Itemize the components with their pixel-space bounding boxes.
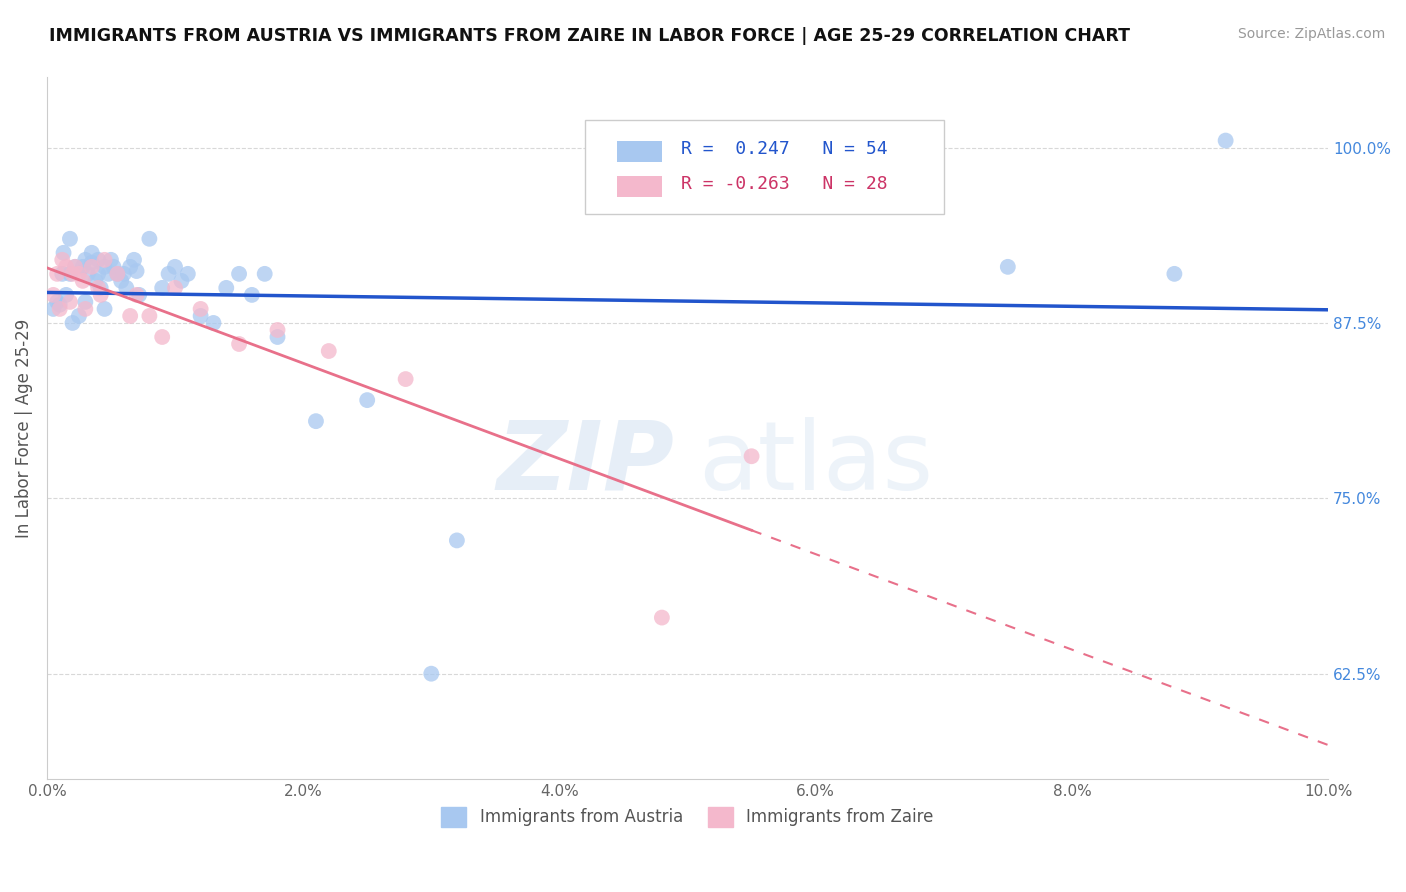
Point <box>115 281 138 295</box>
Point <box>87 267 110 281</box>
Point <box>93 252 115 267</box>
Point <box>103 260 125 274</box>
Point <box>138 232 160 246</box>
Point <box>100 252 122 267</box>
Point <box>266 323 288 337</box>
Point <box>163 260 186 274</box>
Text: R =  0.247   N = 54: R = 0.247 N = 54 <box>681 140 887 158</box>
Point <box>110 274 132 288</box>
Point <box>52 245 75 260</box>
Point <box>72 274 94 288</box>
Point <box>157 267 180 281</box>
Point <box>46 294 69 309</box>
Point <box>75 301 97 316</box>
Point <box>72 260 94 274</box>
Point <box>105 267 128 281</box>
Point <box>77 267 100 281</box>
Point <box>128 288 150 302</box>
Text: ZIP: ZIP <box>496 417 673 509</box>
Point <box>177 267 200 281</box>
Point <box>228 337 250 351</box>
Point <box>51 252 73 267</box>
Point <box>80 245 103 260</box>
Bar <box>617 141 662 161</box>
Point <box>93 260 115 274</box>
Point <box>48 301 70 316</box>
Point <box>84 274 107 288</box>
Text: atlas: atlas <box>697 417 934 509</box>
Point <box>75 294 97 309</box>
Point <box>55 288 77 302</box>
Point <box>395 372 418 386</box>
Point <box>420 666 443 681</box>
Y-axis label: In Labor Force | Age 25-29: In Labor Force | Age 25-29 <box>15 318 32 538</box>
Point <box>170 274 193 288</box>
Point <box>120 260 142 274</box>
Point <box>150 281 173 295</box>
Point <box>62 316 84 330</box>
Point <box>75 252 97 267</box>
Legend: Immigrants from Austria, Immigrants from Zaire: Immigrants from Austria, Immigrants from… <box>434 800 941 834</box>
Point <box>215 281 238 295</box>
Point <box>93 301 115 316</box>
Point <box>741 449 763 463</box>
Point <box>150 330 173 344</box>
Point <box>59 294 82 309</box>
Point <box>80 255 103 269</box>
Point <box>105 267 128 281</box>
Text: R = -0.263   N = 28: R = -0.263 N = 28 <box>681 175 887 193</box>
Point <box>120 309 142 323</box>
Point <box>446 533 468 548</box>
Point <box>125 288 148 302</box>
Point <box>63 260 86 274</box>
Point <box>240 288 263 302</box>
Point <box>190 301 212 316</box>
Point <box>125 264 148 278</box>
Point <box>651 610 673 624</box>
Bar <box>617 176 662 197</box>
Point <box>138 309 160 323</box>
Point <box>163 281 186 295</box>
Point <box>87 252 110 267</box>
Point <box>55 260 77 274</box>
Point <box>67 309 90 323</box>
Point <box>266 330 288 344</box>
Point <box>90 288 112 302</box>
Point <box>997 260 1019 274</box>
Point <box>318 344 340 359</box>
Point <box>42 288 65 302</box>
Point <box>62 267 84 281</box>
Text: IMMIGRANTS FROM AUSTRIA VS IMMIGRANTS FROM ZAIRE IN LABOR FORCE | AGE 25-29 CORR: IMMIGRANTS FROM AUSTRIA VS IMMIGRANTS FR… <box>49 27 1130 45</box>
Point <box>1215 134 1237 148</box>
Point <box>80 260 103 274</box>
Point <box>305 414 328 428</box>
Point <box>202 316 225 330</box>
Point <box>63 260 86 274</box>
Point <box>122 252 145 267</box>
Point <box>51 267 73 281</box>
Point <box>90 281 112 295</box>
Point <box>42 301 65 316</box>
Point <box>67 267 90 281</box>
Point <box>1163 267 1185 281</box>
Point <box>46 267 69 281</box>
Point <box>97 267 120 281</box>
Point <box>190 309 212 323</box>
Point <box>87 281 110 295</box>
Point <box>253 267 276 281</box>
Point <box>356 393 378 408</box>
Point <box>48 298 70 312</box>
Text: Source: ZipAtlas.com: Source: ZipAtlas.com <box>1237 27 1385 41</box>
Point <box>59 267 82 281</box>
Point <box>59 232 82 246</box>
Point <box>228 267 250 281</box>
Point <box>112 267 135 281</box>
FancyBboxPatch shape <box>585 120 943 214</box>
